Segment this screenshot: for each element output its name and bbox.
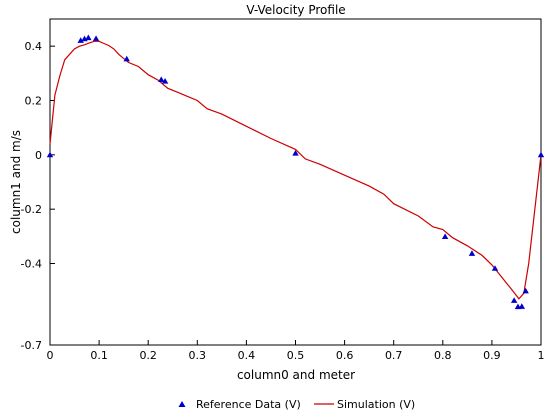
- y-tick-label: 0.4: [25, 40, 43, 53]
- reference-point: [518, 303, 526, 309]
- y-tick-label: -0.2: [21, 203, 42, 216]
- x-tick-label: 0: [47, 349, 54, 362]
- reference-point: [85, 34, 92, 41]
- reference-point: [292, 150, 299, 156]
- y-tick-label: 0: [35, 149, 42, 162]
- y-tick-label: -0.7: [21, 339, 42, 352]
- y-tick-label: -0.4: [21, 258, 42, 271]
- legend: Reference Data (V) Simulation (V): [178, 398, 415, 411]
- reference-point: [92, 35, 100, 41]
- x-axis-label: column0 and meter: [237, 368, 355, 382]
- simulation-line: [49, 40, 542, 300]
- reference-point: [522, 287, 529, 294]
- reference-point: [77, 37, 84, 43]
- x-tick-label: 0.7: [385, 349, 403, 362]
- reference-point: [123, 55, 130, 62]
- reference-point: [510, 297, 518, 303]
- axis-ticks: 0 0.1 0.2 0.3 0.4 0.5 0.6 0.7 0.8 0.9 1 -0.7 -0.4 -0.…: [21, 40, 545, 362]
- x-tick-label: 0.3: [189, 349, 207, 362]
- chart-title: V-Velocity Profile: [246, 3, 345, 17]
- x-tick-label: 0.5: [287, 349, 305, 362]
- reference-point: [161, 78, 169, 84]
- simulation-series: [49, 40, 542, 300]
- x-tick-label: 0.6: [336, 349, 354, 362]
- legend-reference-label: Reference Data (V): [196, 398, 301, 411]
- reference-series: [46, 34, 545, 310]
- y-tick-label: 0.2: [25, 95, 43, 108]
- reference-point: [491, 265, 499, 271]
- x-tick-label: 0.9: [483, 349, 501, 362]
- y-axis-label: column1 and m/s: [9, 130, 23, 234]
- plot-area: [49, 18, 542, 346]
- reference-point: [46, 151, 54, 158]
- reference-point: [441, 233, 449, 240]
- reference-point: [468, 250, 476, 256]
- x-tick-label: 0.4: [238, 349, 256, 362]
- x-tick-label: 0.2: [139, 349, 157, 362]
- legend-reference-marker: [178, 401, 186, 407]
- x-tick-label: 0.1: [90, 349, 108, 362]
- reference-point: [537, 151, 545, 158]
- x-tick-label: 0.8: [434, 349, 452, 362]
- reference-point: [158, 76, 165, 82]
- legend-simulation-label: Simulation (V): [337, 398, 415, 411]
- x-tick-label: 1: [538, 349, 545, 362]
